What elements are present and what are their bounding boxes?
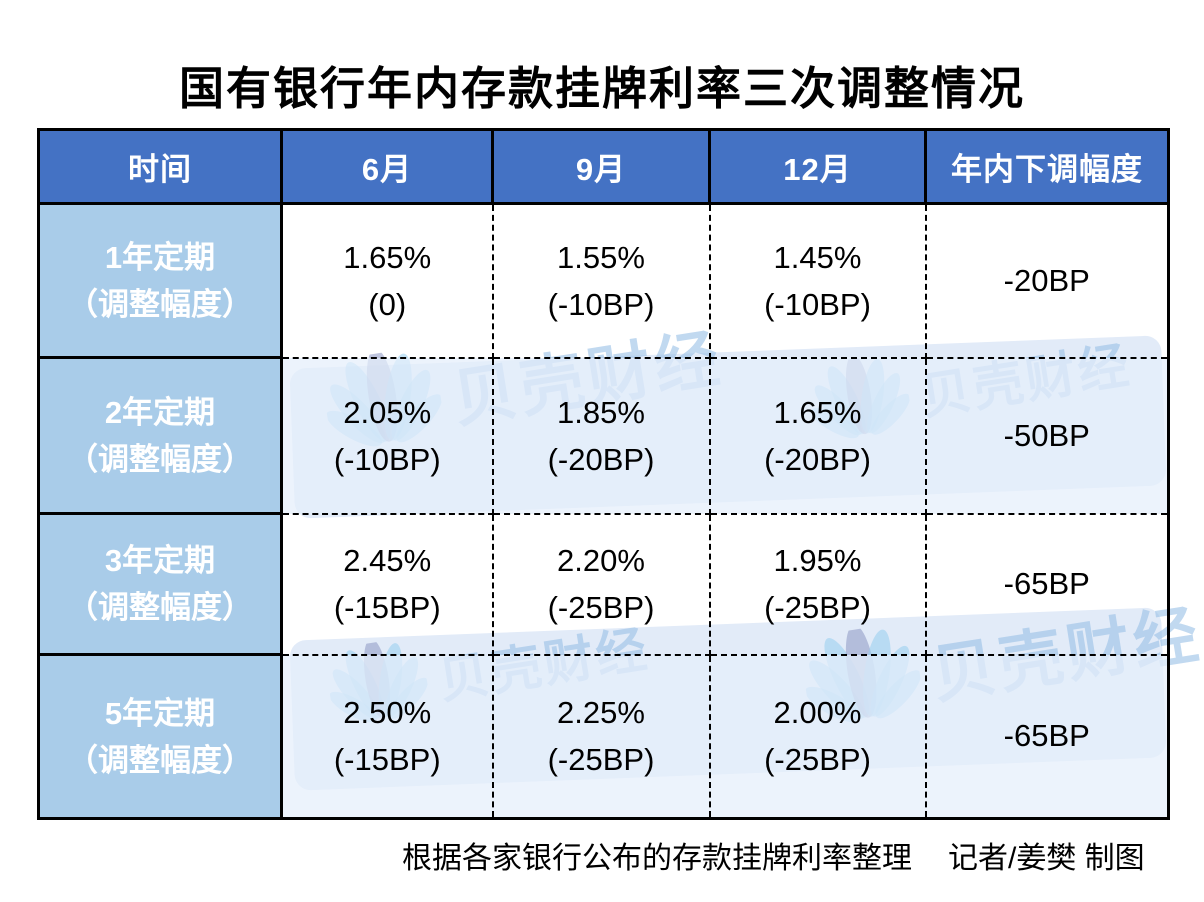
rate-value: 1.95% <box>773 543 862 578</box>
total-value: -20BP <box>1003 262 1090 298</box>
rate-cell: 1.95% (-25BP) <box>708 512 927 656</box>
rate-delta: (-20BP) <box>764 441 871 477</box>
term-label: 2年定期 <box>104 394 216 430</box>
rate-cell: 2.20% (-25BP) <box>491 512 711 656</box>
rate-delta: (-25BP) <box>764 742 871 778</box>
rate-delta: (-15BP) <box>333 590 441 625</box>
rate-value: 1.85% <box>557 394 645 430</box>
rate-cell: 2.05% (-10BP) <box>280 356 494 515</box>
total-value: -65BP <box>1003 718 1090 754</box>
term-label: 3年定期 <box>104 543 216 578</box>
table-row: 2年定期 （调整幅度） 2.05% (-10BP) 1.85% (-20BP) … <box>37 356 1170 515</box>
total-cell: -65BP <box>924 653 1170 820</box>
rate-cell: 2.50% (-15BP) <box>280 653 494 820</box>
rate-delta: (-25BP) <box>764 590 871 625</box>
rate-delta: (-10BP) <box>764 286 871 322</box>
term-note: （调整幅度） <box>67 441 253 477</box>
rate-cell: 1.65% (0) <box>280 202 494 359</box>
term-note: （调整幅度） <box>67 742 253 778</box>
rate-value: 2.45% <box>343 543 432 578</box>
rate-delta: (-10BP) <box>547 286 655 322</box>
rate-delta: (-15BP) <box>333 742 441 778</box>
header-cell-time: 时间 <box>37 128 283 205</box>
rate-value: 2.20% <box>557 543 645 578</box>
rate-cell: 1.85% (-20BP) <box>491 356 711 515</box>
header-cell-total-cut: 年内下调幅度 <box>924 128 1170 205</box>
header-cell-june: 6月 <box>280 128 494 205</box>
rate-cell: 2.25% (-25BP) <box>491 653 711 820</box>
table-row: 5年定期 （调整幅度） 2.50% (-15BP) 2.25% (-25BP) … <box>37 653 1170 820</box>
table-row: 3年定期 （调整幅度） 2.45% (-15BP) 2.20% (-25BP) … <box>37 512 1170 656</box>
table-row: 1年定期 （调整幅度） 1.65% (0) 1.55% (-10BP) 1.45… <box>37 202 1170 359</box>
rate-cell: 1.65% (-20BP) <box>708 356 927 515</box>
row-header: 1年定期 （调整幅度） <box>37 202 283 359</box>
total-value: -65BP <box>1003 566 1090 601</box>
rate-delta: (-25BP) <box>547 590 655 625</box>
rate-value: 2.05% <box>343 394 432 430</box>
footer-source-note: 根据各家银行公布的存款挂牌利率整理 <box>402 842 912 875</box>
term-label: 1年定期 <box>104 239 216 275</box>
row-header: 3年定期 （调整幅度） <box>37 512 283 656</box>
rate-delta: (-20BP) <box>547 441 655 477</box>
rate-value: 1.65% <box>343 239 432 275</box>
header-cell-december: 12月 <box>708 128 927 205</box>
page-title: 国有银行年内存款挂牌利率三次调整情况 <box>178 63 1025 114</box>
rate-value: 1.65% <box>773 394 862 430</box>
total-cell: -65BP <box>924 512 1170 656</box>
rate-value: 1.55% <box>557 239 645 275</box>
header-row: 时间 6月 9月 12月 年内下调幅度 <box>37 128 1170 205</box>
rate-cell: 1.55% (-10BP) <box>491 202 711 359</box>
rate-cell: 2.45% (-15BP) <box>280 512 494 656</box>
total-cell: -50BP <box>924 356 1170 515</box>
rate-cell: 2.00% (-25BP) <box>708 653 927 820</box>
rate-delta: (0) <box>368 286 407 322</box>
rate-value: 2.25% <box>557 695 645 731</box>
rate-delta: (-25BP) <box>547 742 655 778</box>
rate-value: 2.50% <box>343 695 432 731</box>
term-note: （调整幅度） <box>67 286 253 322</box>
total-cell: -20BP <box>924 202 1170 359</box>
header-cell-september: 9月 <box>491 128 711 205</box>
rates-table-wrap: 时间 6月 9月 12月 年内下调幅度 1年定期 （调整幅度） 1.65% (0… <box>37 128 1170 820</box>
rate-cell: 1.45% (-10BP) <box>708 202 927 359</box>
rate-value: 1.45% <box>773 239 862 275</box>
rate-delta: (-10BP) <box>333 441 441 477</box>
term-label: 5年定期 <box>104 695 216 731</box>
rate-value: 2.00% <box>773 695 862 731</box>
total-value: -50BP <box>1003 417 1090 453</box>
footer-credit-note: 记者/姜樊 制图 <box>948 842 1145 875</box>
row-header: 2年定期 （调整幅度） <box>37 356 283 515</box>
rates-table: 时间 6月 9月 12月 年内下调幅度 1年定期 （调整幅度） 1.65% (0… <box>37 128 1170 820</box>
term-note: （调整幅度） <box>67 590 253 625</box>
row-header: 5年定期 （调整幅度） <box>37 653 283 820</box>
